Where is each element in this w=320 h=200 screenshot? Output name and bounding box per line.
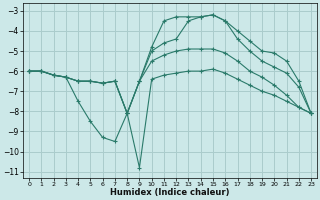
X-axis label: Humidex (Indice chaleur): Humidex (Indice chaleur) [110,188,230,197]
